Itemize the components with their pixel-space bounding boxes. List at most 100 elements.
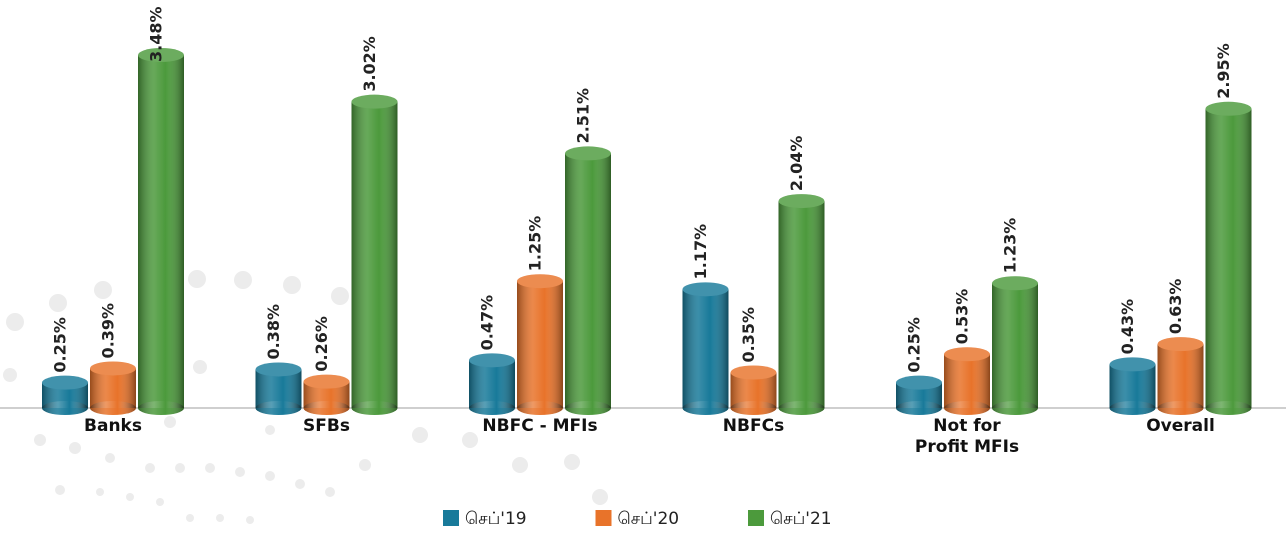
bar-bottom-shade [303, 401, 350, 415]
legend-swatch [748, 510, 764, 526]
bar-top-light [944, 347, 990, 362]
bar-top [138, 48, 184, 63]
bar-group [1109, 357, 1156, 415]
bar-top-light [255, 362, 302, 377]
bar-bottom-shade [992, 401, 1038, 415]
bar-top-light [565, 146, 611, 161]
bar-bottom-shade [730, 401, 777, 415]
bar-group [730, 365, 777, 415]
value-label: 1.25% [526, 216, 545, 272]
bar-top-light [90, 361, 136, 376]
value-label: 1.17% [691, 224, 710, 280]
bar-top-light [730, 365, 777, 380]
bar-bottom-shade [90, 401, 136, 415]
value-label: 0.26% [312, 316, 331, 372]
value-label: 0.53% [953, 289, 972, 345]
bar-top [682, 282, 729, 297]
bar-bottom-shade [351, 401, 398, 415]
value-label: 0.47% [478, 295, 497, 351]
value-label: 3.02% [360, 36, 379, 92]
bar-shade [1109, 364, 1156, 408]
bar-top [303, 374, 350, 389]
value-label: 0.39% [99, 303, 118, 359]
value-label: 2.51% [574, 88, 593, 144]
bar-top [255, 362, 302, 377]
bar-group [992, 276, 1038, 415]
bar-bottom-shade [517, 401, 563, 415]
bar-bottom-shade [565, 401, 611, 415]
bar-bottom-shade [138, 401, 184, 415]
value-label: 0.38% [264, 304, 283, 360]
bar-shade [138, 55, 184, 409]
bar-bottom-shade [255, 401, 302, 415]
bar-shade [1205, 108, 1252, 409]
bar-top [1205, 101, 1252, 116]
bar-top [896, 375, 942, 390]
bar-bottom-shade [778, 401, 825, 415]
legend-swatch [443, 510, 459, 526]
value-label: 2.04% [787, 136, 806, 192]
bar-bottom-shade [944, 401, 990, 415]
bar-group [469, 353, 515, 415]
bar-group [517, 274, 563, 415]
bar-bottom-shade [1157, 401, 1204, 415]
bar-bottom-shade [1109, 401, 1156, 415]
bar-group [90, 361, 136, 415]
bar-top [90, 361, 136, 376]
bar-shade [682, 289, 729, 408]
bar-group [303, 374, 350, 415]
value-label: 3.48% [147, 6, 166, 62]
bar-top-light [682, 282, 729, 297]
x-tick-label: Not for Profit MFIs [914, 416, 1020, 457]
legend-label: செப்'21 [770, 509, 832, 529]
x-tick-label: Overall [1146, 416, 1215, 436]
value-label: 1.23% [1001, 218, 1020, 274]
bar-group [682, 282, 729, 415]
bar-top [944, 347, 990, 362]
bar-top-light [351, 94, 398, 109]
bar-top [351, 94, 398, 109]
bar-shade [992, 283, 1038, 408]
bar-top [1157, 337, 1204, 352]
bar-group [351, 94, 398, 415]
bar-top-light [138, 48, 184, 63]
bar-shade [517, 281, 563, 408]
bar-top-light [1109, 357, 1156, 372]
bar-top [565, 146, 611, 161]
bar-shade [1157, 344, 1204, 408]
legend-swatch [595, 510, 612, 526]
bar-shade [944, 354, 990, 408]
bar-top [469, 353, 515, 368]
bar-bottom-shade [469, 401, 515, 415]
value-label: 0.25% [905, 317, 924, 373]
bar-top [517, 274, 563, 289]
bar-shade [351, 101, 398, 408]
bar-top-light [778, 194, 825, 209]
value-label: 0.43% [1118, 299, 1137, 355]
bar-bottom-shade [682, 401, 729, 415]
bar-group [896, 375, 942, 415]
x-tick-label: Banks [84, 416, 142, 436]
bar-group [1205, 101, 1252, 415]
value-label: 2.95% [1214, 43, 1233, 99]
x-tick-label: NBFCs [722, 416, 785, 436]
legend-label: செப்'20 [618, 509, 680, 529]
value-label: 0.25% [51, 317, 70, 373]
bar-group [1157, 337, 1204, 415]
x-tick-label: NBFC - MFIs [482, 416, 598, 436]
bar-top-light [992, 276, 1038, 291]
bar-group [42, 375, 88, 415]
legend-label: செப்'19 [465, 509, 527, 529]
bar-top-light [896, 375, 942, 390]
bar-top [778, 194, 825, 209]
bar-top-light [469, 353, 515, 368]
bar-group [944, 347, 990, 415]
bar-top [730, 365, 777, 380]
bar-top-light [1205, 101, 1252, 116]
bar-bottom-shade [1205, 401, 1252, 415]
bar-bottom-shade [896, 401, 942, 415]
value-label: 0.63% [1166, 279, 1185, 335]
x-tick-label: SFBs [303, 416, 350, 436]
